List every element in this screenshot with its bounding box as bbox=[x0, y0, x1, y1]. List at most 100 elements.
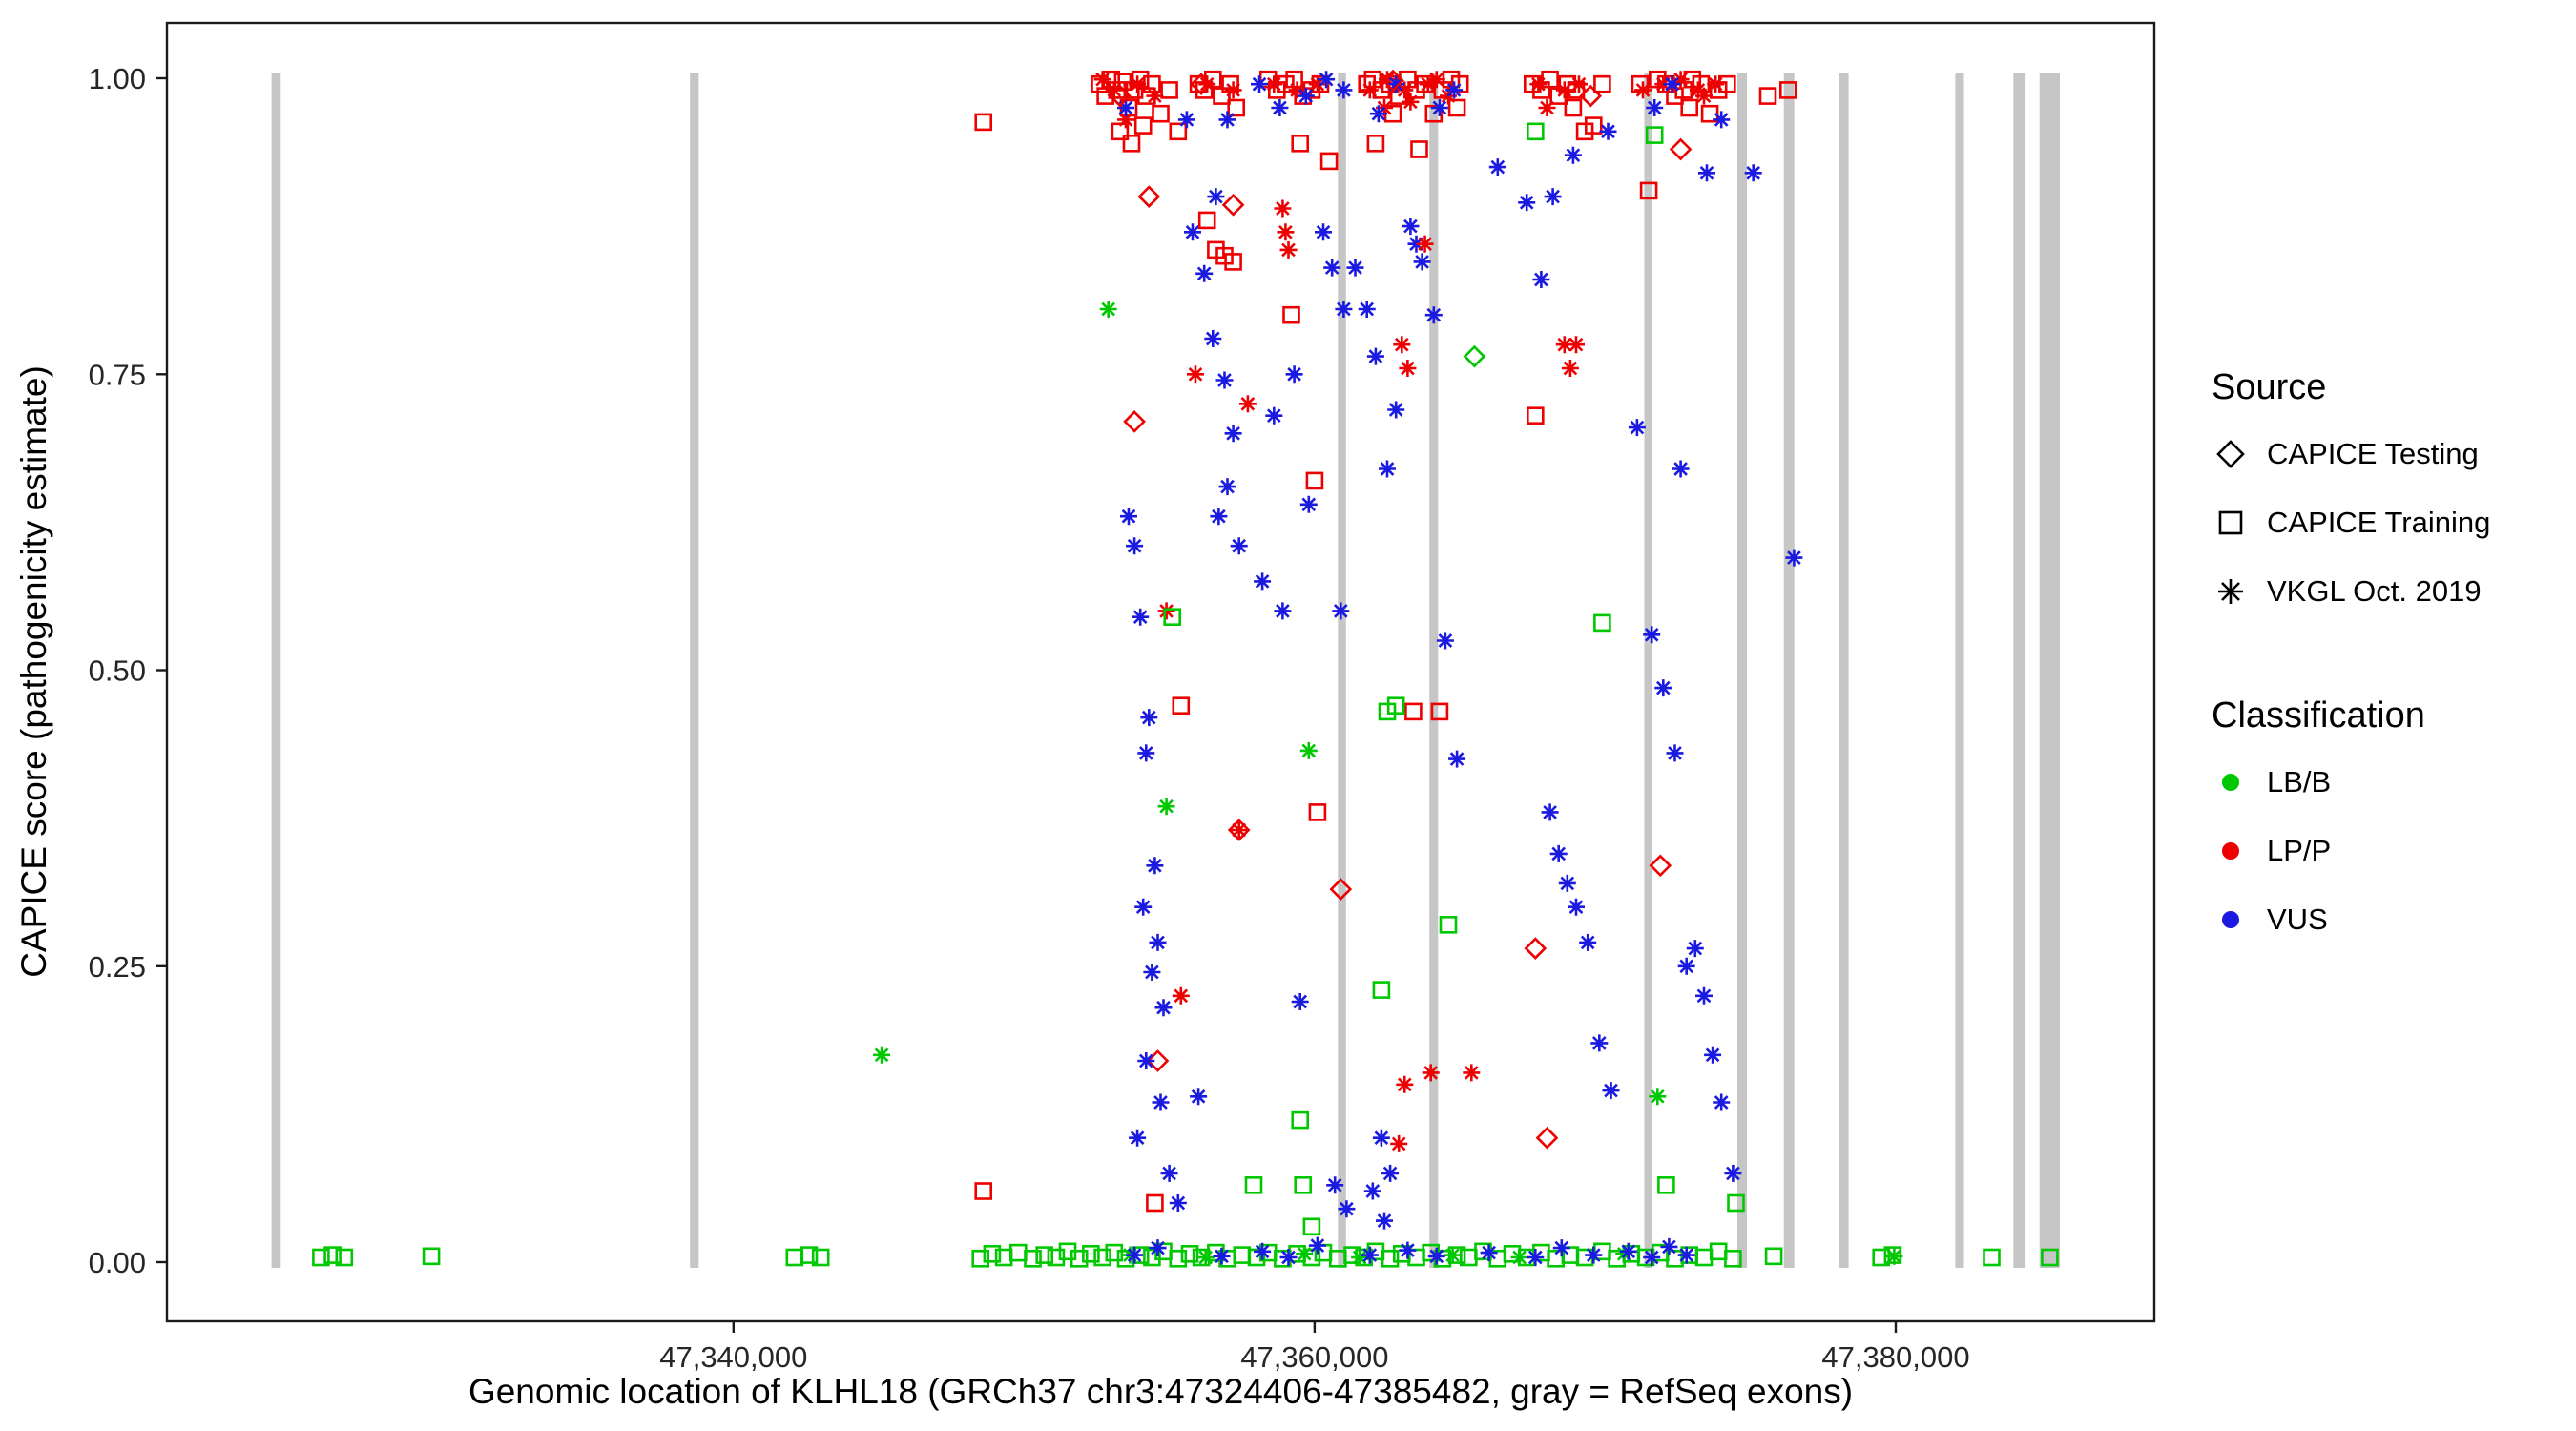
diamond-icon bbox=[2216, 440, 2245, 468]
data-point-asterisk bbox=[1265, 75, 1283, 93]
data-point-square bbox=[1593, 74, 1611, 93]
data-point-asterisk bbox=[1695, 986, 1713, 1005]
data-point-square bbox=[1024, 1250, 1042, 1268]
data-point-asterisk bbox=[1555, 336, 1573, 354]
data-point-diamond bbox=[1669, 137, 1693, 161]
data-point-asterisk bbox=[1885, 1247, 1903, 1265]
data-point-asterisk bbox=[1686, 940, 1704, 958]
data-point-asterisk bbox=[1154, 999, 1173, 1017]
data-point-square bbox=[2041, 1248, 2059, 1267]
data-point-asterisk bbox=[1146, 857, 1164, 875]
data-point-asterisk bbox=[1204, 330, 1222, 347]
data-point-asterisk bbox=[1672, 71, 1690, 89]
data-point-asterisk bbox=[1672, 460, 1690, 478]
data-point-square bbox=[1152, 104, 1170, 123]
data-point-asterisk bbox=[1643, 626, 1661, 644]
data-point-square bbox=[1758, 87, 1777, 105]
data-point-square bbox=[1372, 981, 1391, 999]
data-point-asterisk bbox=[1399, 1241, 1417, 1259]
data-point-square bbox=[1645, 126, 1664, 144]
data-point-square bbox=[1160, 81, 1178, 99]
data-point-asterisk bbox=[1363, 1182, 1381, 1200]
data-point-square bbox=[1585, 116, 1603, 135]
data-point-square bbox=[1082, 1245, 1100, 1263]
data-point-asterisk bbox=[1407, 235, 1425, 253]
data-point-asterisk bbox=[1744, 164, 1762, 182]
data-point-asterisk bbox=[1137, 744, 1155, 762]
y-tick-label: 1.00 bbox=[89, 62, 146, 95]
legend-label: VKGL Oct. 2019 bbox=[2267, 574, 2482, 608]
data-point-asterisk bbox=[1308, 75, 1326, 93]
data-point-asterisk bbox=[1152, 1093, 1170, 1111]
data-point-asterisk bbox=[1381, 1164, 1400, 1182]
data-point-asterisk bbox=[1585, 1246, 1603, 1264]
data-point-asterisk bbox=[1529, 75, 1548, 93]
legend-item-capice-testing: CAPICE Testing bbox=[2212, 433, 2574, 475]
data-point-diamond bbox=[1146, 1049, 1170, 1072]
data-point-square bbox=[1163, 608, 1181, 627]
data-point-asterisk bbox=[1093, 71, 1111, 89]
data-point-diamond bbox=[1221, 193, 1245, 217]
data-point-asterisk bbox=[1372, 1129, 1390, 1147]
data-point-square bbox=[312, 1248, 330, 1267]
data-point-asterisk bbox=[1346, 259, 1364, 277]
data-point-asterisk bbox=[1444, 1246, 1462, 1264]
data-point-square bbox=[1308, 803, 1327, 821]
data-point-asterisk bbox=[1274, 199, 1292, 218]
legend-group-source: Source CAPICE Testing CAPICE Training VK… bbox=[2212, 366, 2574, 612]
data-point-asterisk bbox=[1532, 271, 1550, 288]
data-point-square bbox=[1709, 1242, 1728, 1261]
data-point-square bbox=[1172, 696, 1191, 716]
data-point-square bbox=[1700, 104, 1719, 123]
data-point-diamond bbox=[1524, 937, 1548, 960]
data-point-asterisk bbox=[1549, 844, 1568, 862]
vus-dot-icon bbox=[2222, 911, 2239, 928]
legend-title-source: Source bbox=[2212, 367, 2327, 407]
data-point-square bbox=[1381, 1250, 1400, 1268]
data-point-asterisk bbox=[1215, 371, 1234, 389]
data-point-asterisk bbox=[1184, 223, 1201, 241]
data-point-asterisk bbox=[1387, 75, 1405, 93]
data-point-asterisk bbox=[1335, 81, 1353, 99]
data-point-square bbox=[1227, 98, 1245, 117]
data-point-asterisk bbox=[1338, 1200, 1356, 1218]
data-point-square bbox=[1527, 406, 1545, 425]
data-point-asterisk bbox=[1254, 572, 1272, 591]
data-point-asterisk bbox=[1628, 419, 1646, 437]
data-point-square bbox=[1319, 152, 1339, 171]
data-point-square bbox=[1430, 702, 1449, 721]
data-point-asterisk bbox=[1230, 537, 1248, 555]
data-point-asterisk bbox=[1099, 301, 1117, 318]
legend-label: CAPICE Testing bbox=[2267, 437, 2479, 470]
data-point-square bbox=[1694, 1248, 1714, 1267]
data-point-asterisk bbox=[1296, 1245, 1314, 1263]
data-point-square bbox=[1593, 613, 1611, 633]
data-point-asterisk bbox=[1297, 87, 1315, 105]
data-point-square bbox=[1404, 702, 1423, 721]
data-point-asterisk bbox=[1117, 99, 1134, 116]
legend-label: CAPICE Training bbox=[2267, 506, 2491, 539]
data-point-asterisk bbox=[1646, 99, 1664, 116]
data-point-asterisk bbox=[1238, 395, 1257, 413]
data-point-asterisk bbox=[1160, 1164, 1178, 1182]
asterisk-icon bbox=[2218, 579, 2243, 604]
exon-bar bbox=[271, 73, 281, 1268]
data-point-square bbox=[1447, 98, 1466, 117]
data-point-asterisk bbox=[1561, 360, 1579, 377]
data-point-asterisk bbox=[1351, 1249, 1369, 1266]
data-point-square bbox=[1169, 1250, 1188, 1268]
data-point-square bbox=[1639, 181, 1658, 200]
data-point-asterisk bbox=[1230, 821, 1248, 839]
data-point-asterisk bbox=[1308, 1236, 1326, 1255]
data-point-asterisk bbox=[1654, 75, 1672, 93]
data-point-square bbox=[1247, 1248, 1266, 1267]
data-point-asterisk bbox=[1570, 75, 1588, 93]
exon-bar bbox=[1338, 73, 1346, 1268]
data-point-diamond bbox=[1137, 185, 1161, 208]
data-point-asterisk bbox=[1105, 81, 1123, 99]
data-point-square bbox=[1680, 98, 1698, 117]
legend-label: VUS bbox=[2267, 902, 2328, 936]
data-point-asterisk bbox=[1698, 164, 1715, 182]
